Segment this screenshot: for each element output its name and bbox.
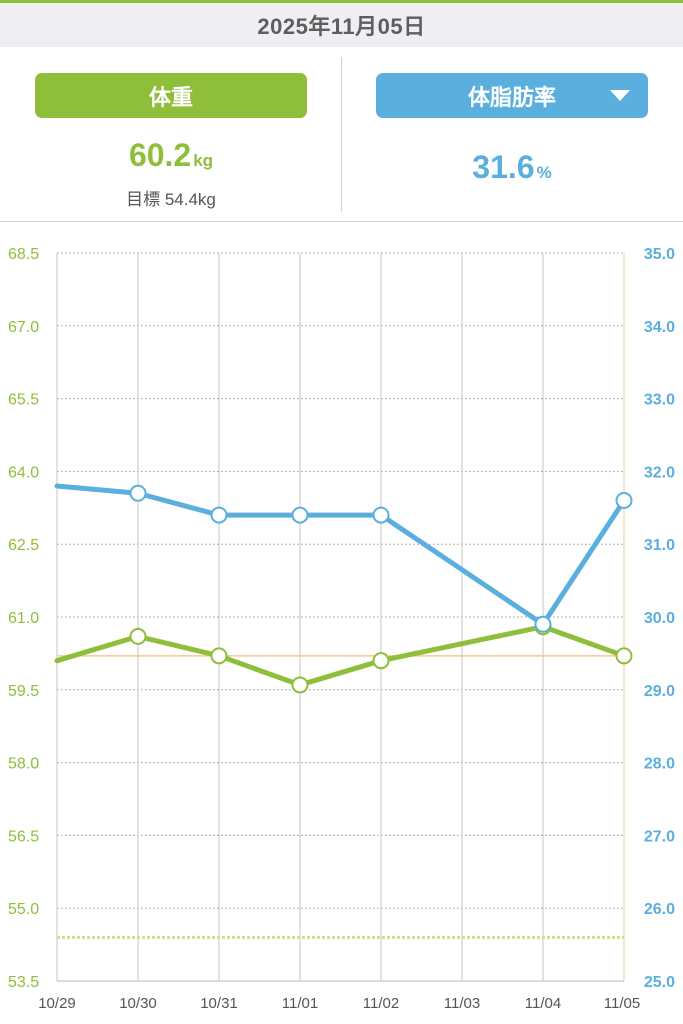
y-left-tick-label: 67.0 xyxy=(8,319,39,336)
body-fat-number: 31.6 xyxy=(472,149,535,185)
body-fat-data-point xyxy=(291,506,309,524)
y-left-tick-label: 65.5 xyxy=(8,392,39,409)
current-date: 2025年11月05日 xyxy=(257,14,426,39)
y-left-tick-label: 53.5 xyxy=(8,974,39,991)
x-tick-label: 11/02 xyxy=(363,995,399,1012)
weight-number: 60.2 xyxy=(128,137,192,173)
y-right-tick-label: 30.0 xyxy=(644,610,675,627)
caret-down-icon xyxy=(610,90,630,101)
body-fat-data-point xyxy=(129,484,147,502)
y-right-tick-label: 28.0 xyxy=(644,756,675,773)
body-fat-dropdown-button[interactable]: 体脂肪率 xyxy=(376,73,648,118)
y-left-tick-label: 61.0 xyxy=(8,610,39,627)
top-accent-line xyxy=(0,0,683,3)
body-fat-data-point xyxy=(210,506,228,524)
x-tick-label: 11/01 xyxy=(282,995,318,1012)
weight-goal: 目標 54.4kg xyxy=(35,185,307,210)
weight-tab-label: 体重 xyxy=(148,84,193,110)
body-fat-value: 31.6 % xyxy=(376,149,648,186)
summary-panel: 体重 60.2 kg 目標 54.4kg 体脂肪率 31.6 % xyxy=(0,47,683,222)
y-right-tick-label: 35.0 xyxy=(644,246,675,263)
weight-value: 60.2 kg xyxy=(35,137,307,174)
y-right-tick-label: 31.0 xyxy=(644,537,675,554)
y-left-tick-label: 55.0 xyxy=(8,901,39,918)
x-tick-label: 11/05 xyxy=(604,995,640,1012)
x-tick-label: 10/31 xyxy=(200,995,238,1012)
y-left-tick-label: 59.5 xyxy=(8,683,39,700)
body-fat-data-point xyxy=(534,615,552,633)
goal-label: 目標 xyxy=(126,190,161,209)
weight-data-point xyxy=(291,676,309,694)
weight-data-point xyxy=(615,647,633,665)
y-left-tick-label: 68.5 xyxy=(8,246,39,263)
weight-unit: kg xyxy=(193,151,214,170)
date-bar[interactable]: 2025年11月05日 xyxy=(0,3,683,47)
y-right-tick-label: 33.0 xyxy=(644,392,675,409)
weight-fat-chart[interactable]: 53.5 55.0 56.5 58.0 59.5 61.0 62.5 64.0 65.5 67.0… xyxy=(0,222,683,1024)
body-fat-tab-label: 体脂肪率 xyxy=(467,84,556,110)
y-right-tick-label: 26.0 xyxy=(644,901,675,918)
body-fat-data-point xyxy=(615,492,633,510)
y-right-tick-label: 34.0 xyxy=(644,319,675,336)
y-right-tick-label: 32.0 xyxy=(644,464,675,481)
weight-data-point xyxy=(129,627,147,645)
x-tick-label: 11/04 xyxy=(525,995,561,1012)
weight-tab-button[interactable]: 体重 xyxy=(35,73,307,118)
y-left-tick-label: 64.0 xyxy=(8,464,39,481)
x-tick-label: 10/30 xyxy=(119,995,157,1012)
weight-data-point xyxy=(372,652,390,670)
body-fat-data-point xyxy=(372,506,390,524)
weight-data-point xyxy=(210,647,228,665)
panel-divider xyxy=(341,57,342,212)
y-right-tick-label: 25.0 xyxy=(644,974,675,991)
y-right-tick-label: 29.0 xyxy=(644,683,675,700)
x-tick-label: 10/29 xyxy=(38,995,76,1012)
body-fat-unit: % xyxy=(536,163,552,182)
y-left-tick-label: 56.5 xyxy=(8,828,39,845)
y-right-tick-label: 27.0 xyxy=(644,828,675,845)
body-fat-series-line xyxy=(54,483,627,627)
y-left-tick-label: 62.5 xyxy=(8,537,39,554)
y-left-tick-label: 58.0 xyxy=(8,756,39,773)
x-tick-label: 11/03 xyxy=(444,995,480,1012)
goal-value: 54.4kg xyxy=(164,190,216,209)
chart-svg: 53.5 55.0 56.5 58.0 59.5 61.0 62.5 64.0 65.5 67.0… xyxy=(8,246,675,1012)
